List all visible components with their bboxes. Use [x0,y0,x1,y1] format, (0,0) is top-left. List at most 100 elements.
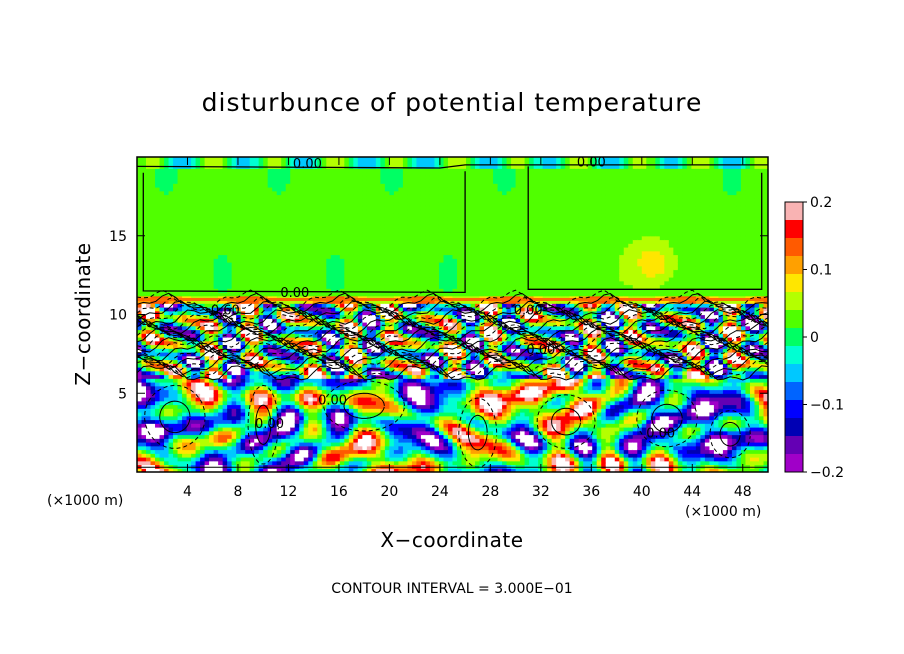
field-cell [353,265,359,271]
field-cell [227,370,233,376]
field-cell [150,457,156,462]
field-cell [362,190,368,196]
field-cell [200,187,206,192]
field-cell [375,224,381,229]
field-cell [330,172,336,177]
field-cell [389,220,395,226]
field-cell [240,370,246,376]
field-cell [281,265,287,271]
field-cell [213,172,219,177]
field-cell [155,412,161,417]
field-cell [393,254,400,259]
field-cell [182,404,188,409]
field-cell [146,224,152,229]
field-cell [141,430,147,436]
field-cell [218,457,224,462]
field-cell [299,340,305,346]
field-cell [164,382,170,387]
field-cell [353,318,359,323]
field-cell [155,423,161,428]
field-cell [344,280,350,286]
field-cell [177,449,183,454]
field-cell [294,224,300,229]
field-cell [159,243,165,248]
field-cell [191,303,197,308]
field-cell [339,378,345,383]
field-cell [141,187,147,192]
field-cell [312,232,318,237]
field-cell [263,183,269,188]
field-cell [335,299,341,304]
field-cell [254,190,260,196]
field-cell [204,337,210,342]
field-cell [240,464,246,469]
field-cell [218,415,224,421]
field-cell [389,363,395,368]
field-cell [294,179,300,184]
field-cell [222,183,228,188]
field-cell [344,385,350,391]
field-cell [173,457,179,462]
field-cell [312,258,318,263]
field-cell [168,344,174,349]
field-cell [249,168,255,173]
field-cell [263,273,269,278]
field-cell [366,280,372,286]
field-cell [236,254,242,259]
field-cell [348,442,354,447]
field-cell [249,427,255,432]
field-cell [249,352,255,357]
field-cell [218,250,224,256]
field-cell [362,179,368,184]
field-cell [141,292,147,297]
field-cell [398,427,404,432]
field-cell [213,325,219,331]
field-cell [186,397,192,402]
field-cell [317,419,323,424]
field-cell [384,393,390,398]
field-cell [290,239,296,244]
field-cell [312,160,318,166]
field-cell [348,318,354,323]
field-cell [303,247,309,252]
field-cell [150,464,156,469]
field-cell [326,363,332,368]
field-cell [321,449,327,454]
field-cell [213,265,219,271]
field-cell [209,172,215,177]
field-cell [267,280,273,286]
field-cell [389,412,395,417]
field-cell [258,198,264,203]
field-cell [384,397,390,402]
field-cell [204,220,210,226]
field-cell [389,288,395,293]
field-cell [209,157,215,162]
field-cell [191,438,197,443]
field-cell [272,299,278,304]
field-cell [249,423,255,428]
field-cell [258,209,264,214]
field-cell [290,427,296,432]
field-cell [195,277,201,282]
field-cell [375,247,381,252]
field-cell [308,183,314,188]
field-cell [177,280,183,286]
field-cell [393,442,400,447]
field-cell [254,280,260,286]
field-cell [146,190,152,196]
field-cell [330,389,336,394]
field-cell [263,217,269,222]
field-cell [366,352,372,357]
field-cell [141,280,147,286]
field-cell [339,194,345,199]
field-cell [312,273,318,278]
field-cell [137,457,143,462]
field-cell [330,397,336,402]
field-cell [236,168,242,173]
field-cell [177,277,183,282]
field-cell [254,205,260,211]
field-cell [281,235,287,241]
field-cell [159,393,165,398]
field-cell [375,258,381,263]
field-cell [168,453,174,458]
